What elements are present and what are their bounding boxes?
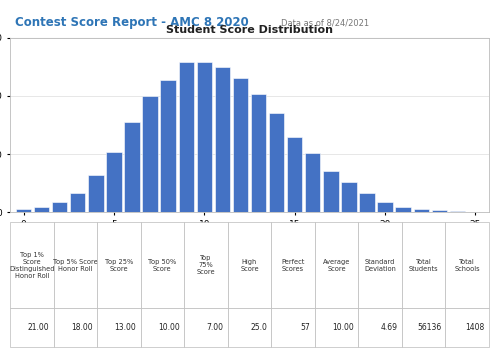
Bar: [197, 62, 212, 212]
Bar: [34, 207, 49, 212]
Bar: [16, 209, 31, 212]
Bar: [341, 182, 357, 212]
Bar: [124, 122, 140, 212]
Bar: [377, 202, 393, 212]
Bar: [52, 202, 67, 212]
Bar: [269, 113, 284, 212]
Bar: [305, 153, 320, 212]
Bar: [179, 62, 194, 212]
Bar: [88, 175, 103, 212]
Bar: [142, 96, 158, 212]
Bar: [450, 211, 465, 212]
Bar: [359, 193, 375, 212]
Bar: [251, 95, 266, 212]
X-axis label: Score: Score: [236, 232, 263, 242]
Bar: [414, 209, 429, 212]
Bar: [106, 152, 122, 212]
Text: Contest Score Report - AMC 8 2020: Contest Score Report - AMC 8 2020: [15, 16, 249, 29]
Bar: [161, 80, 176, 212]
Bar: [215, 67, 230, 212]
Bar: [432, 210, 447, 212]
Bar: [396, 207, 411, 212]
Title: Student Score Distribution: Student Score Distribution: [166, 25, 333, 35]
Bar: [233, 78, 248, 212]
Bar: [287, 137, 302, 212]
Bar: [70, 193, 85, 212]
Text: Data as of 8/24/2021: Data as of 8/24/2021: [280, 18, 369, 27]
Bar: [323, 171, 338, 212]
